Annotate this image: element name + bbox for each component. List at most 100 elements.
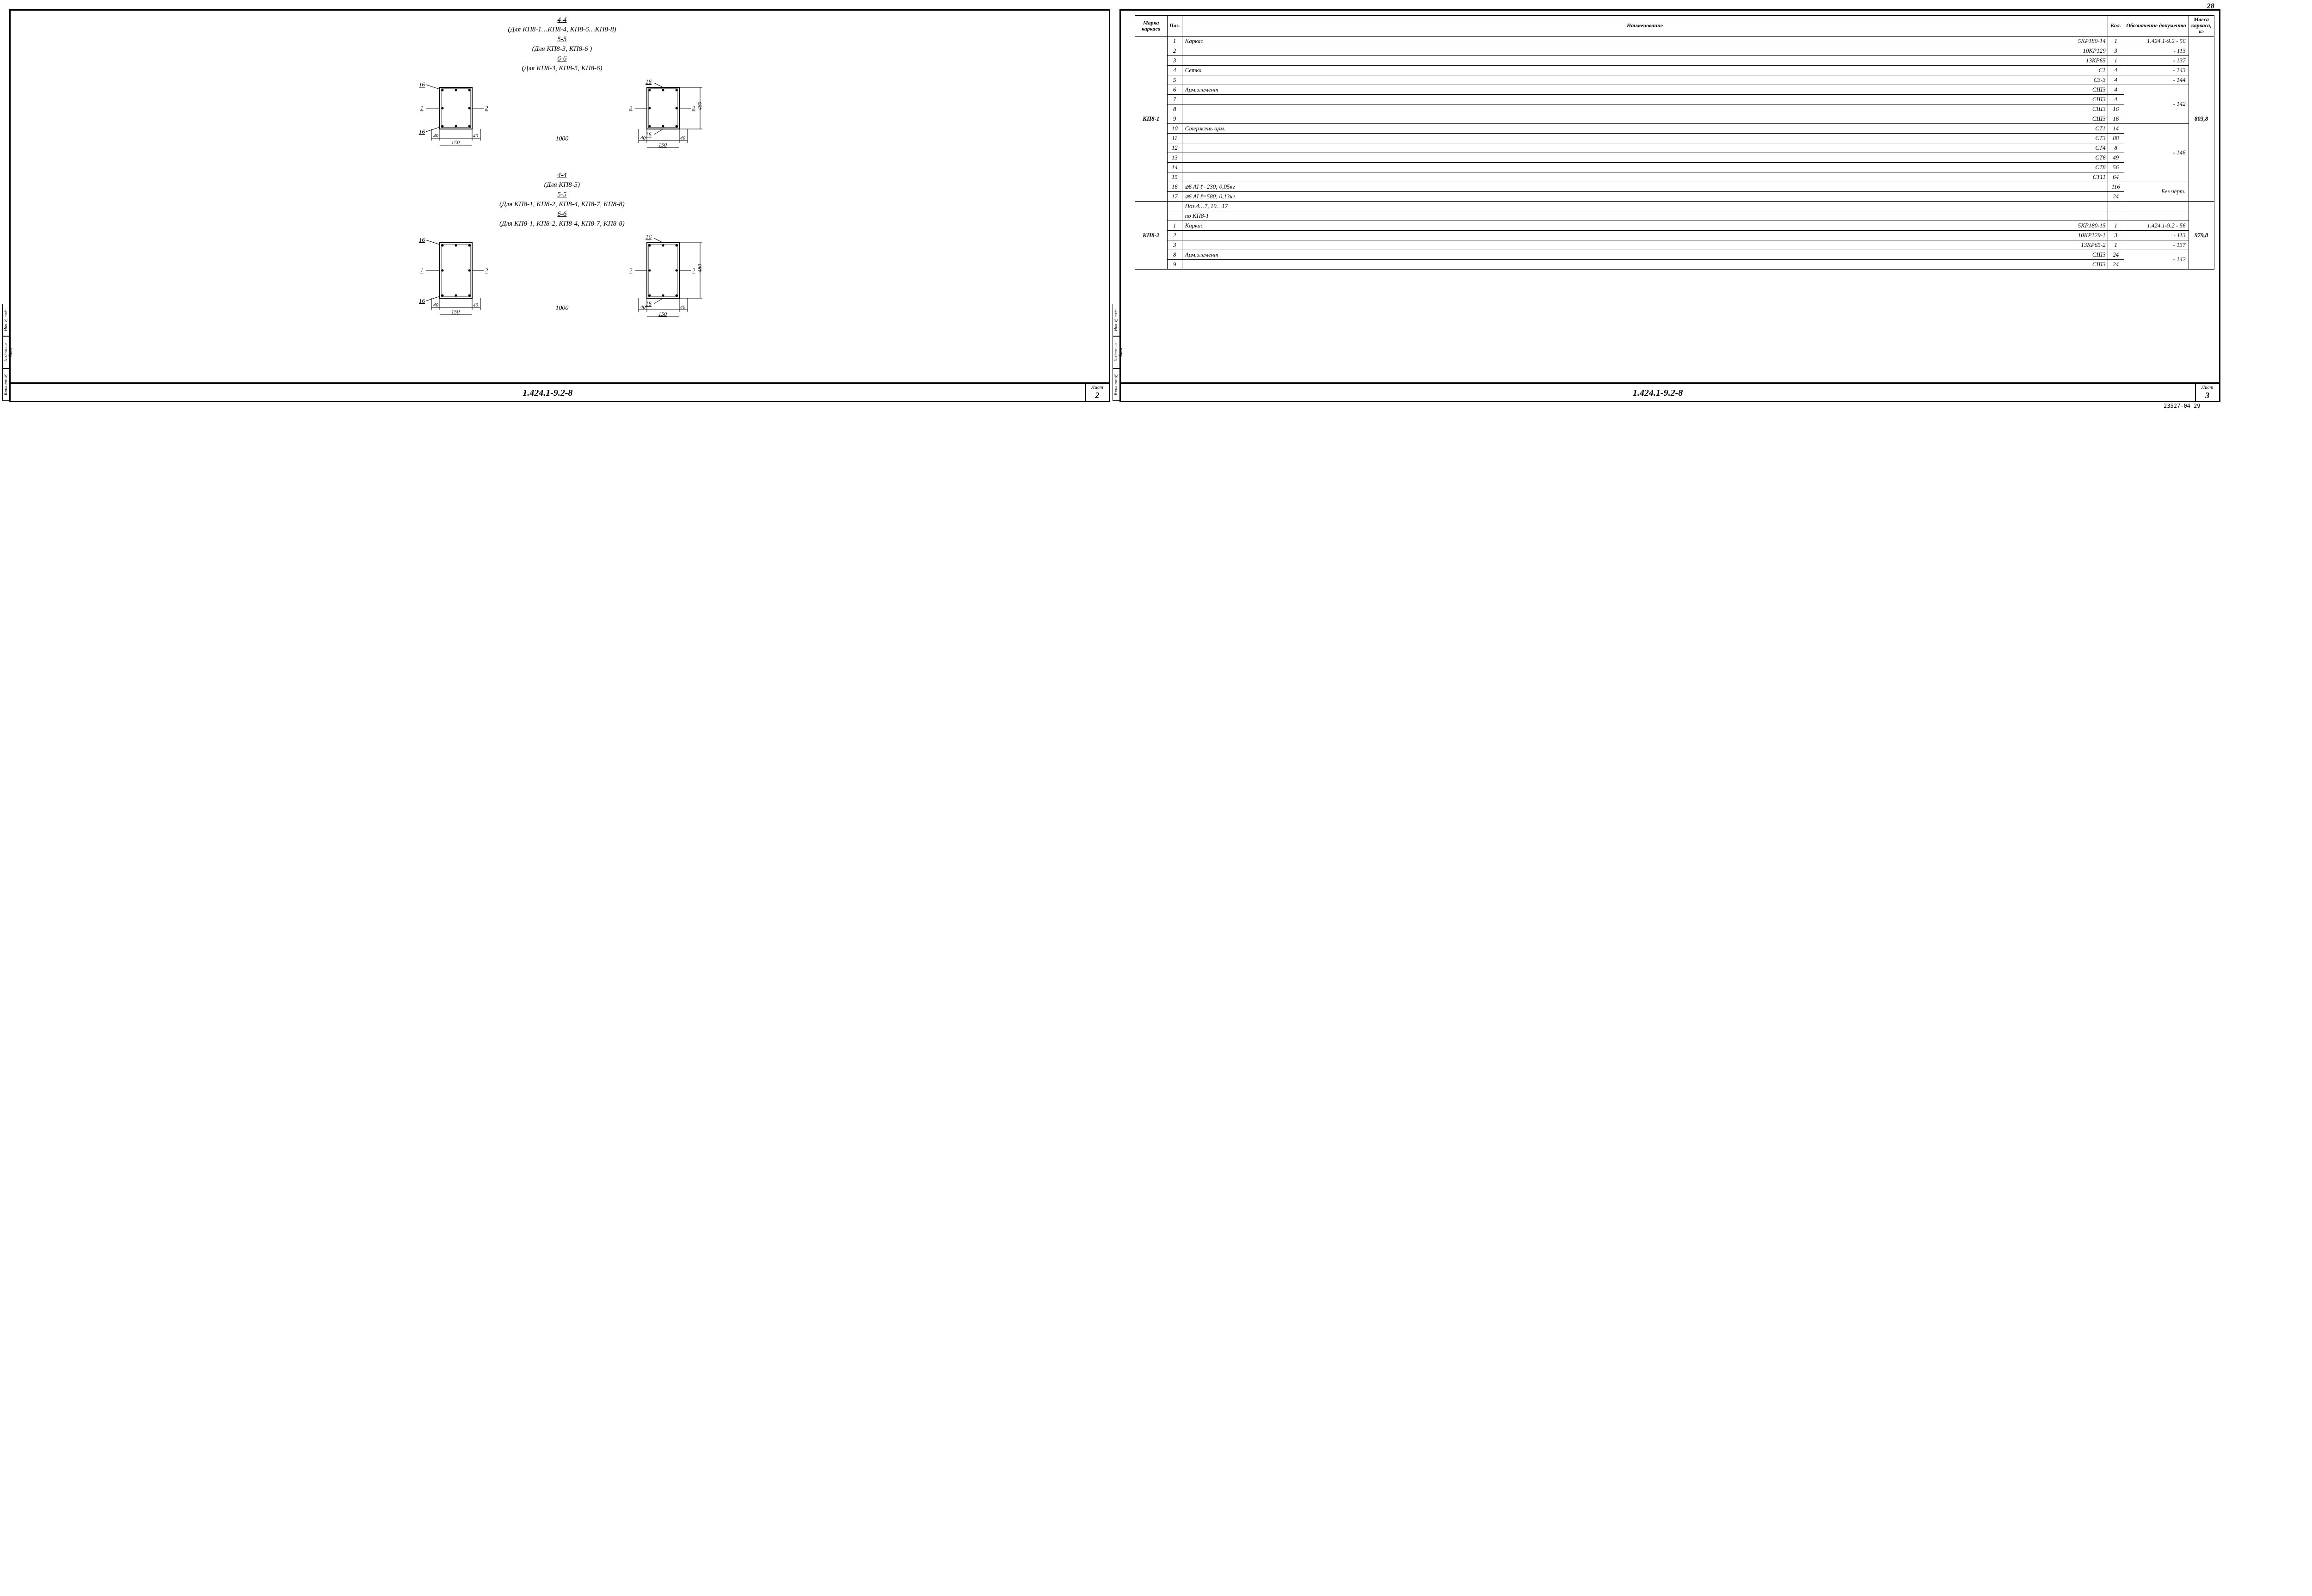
svg-text:2: 2 [485, 104, 488, 111]
cell-name: СШ3 [1182, 94, 2108, 104]
table-row: 9СШ316 [1135, 114, 2214, 123]
title-block-right: 1.424.1-9.2-8 Лист 3 [1121, 382, 2219, 401]
table-row: 313КР651- 137 [1135, 55, 2214, 65]
cell-name: ⌀6 AI ℓ=580; 0,13кг [1182, 191, 2108, 201]
section-note: (Для КП8-3, КП8-5, КП8-6) [522, 65, 602, 72]
cell-kol: 1 [2108, 221, 2124, 230]
cell-name: 13КР65-2 [1182, 240, 2108, 250]
footer-code: 23527-04 29 [2164, 403, 2200, 409]
cell-poz [1167, 211, 1182, 221]
cell-name: СТ4 [1182, 143, 2108, 153]
cell-poz: 1 [1167, 36, 1182, 46]
th-marka: Марка каркаса [1135, 16, 1167, 37]
sheet-box: Лист 2 [1086, 384, 1109, 401]
cell-poz: 9 [1167, 114, 1182, 123]
cell-marka: КП8-2 [1135, 201, 1167, 269]
cell-name: Арм.элементСШ3 [1182, 85, 2108, 94]
cell-kol: 88 [2108, 133, 2124, 143]
cell-poz: 2 [1167, 230, 1182, 240]
section-key: 6-6 [554, 209, 569, 219]
section-titles-1: 4-4 (Для КП8-1…КП8-4, КП8-6…КП8-8) 5-5 (… [20, 15, 1104, 74]
cell-name: Арм.элементСШ3 [1182, 250, 2108, 259]
cell-kol: 1 [2108, 36, 2124, 46]
svg-text:40: 40 [473, 133, 479, 139]
table-row: 4СеткаС14- 143 [1135, 65, 2214, 75]
cell-poz: 9 [1167, 259, 1182, 269]
section-note: (Для КП8-1…КП8-4, КП8-6…КП8-8) [508, 26, 616, 33]
table-row: КП8-11Каркас5КР180-1411.424.1-9.2 - 5680… [1135, 36, 2214, 46]
cross-section-diagram: 16 1 16 2 40 40 150 [407, 78, 500, 157]
cell-kol [2108, 211, 2124, 221]
cell-poz: 16 [1167, 182, 1182, 191]
cell-poz: 8 [1167, 250, 1182, 259]
specification-table: Марка каркаса Поз. Наименование Кол. Обо… [1135, 15, 2214, 270]
svg-text:16: 16 [419, 297, 425, 304]
cell-poz: 14 [1167, 162, 1182, 172]
svg-text:480: 480 [696, 102, 703, 110]
table-row: 313КР65-21- 137 [1135, 240, 2214, 250]
section-key: 4-4 [554, 171, 569, 180]
side-tab: Взам.инв.№ [2, 368, 11, 401]
svg-text:150: 150 [658, 141, 667, 148]
table-row: 8СШ316 [1135, 104, 2214, 114]
cell-name: СТ6 [1182, 153, 2108, 162]
section-key: 4-4 [554, 15, 569, 25]
cell-doc: - 113 [2124, 230, 2189, 240]
cell-doc: - 113 [2124, 46, 2189, 55]
sheet-num: 3 [2205, 391, 2209, 400]
page-number-top: 28 [2207, 2, 2214, 11]
cell-kol: 49 [2108, 153, 2124, 162]
title-block-left: 1.424.1-9.2-8 Лист 2 [11, 382, 1109, 401]
section-svg: 2 2 16 16 480 40 40 150 [624, 78, 716, 157]
cell-kol: 3 [2108, 46, 2124, 55]
cell-kol: 4 [2108, 65, 2124, 75]
cell-marka: КП8-1 [1135, 36, 1167, 201]
section-key: 5-5 [554, 35, 569, 44]
cross-section-diagram: 2 2 16 16 480 40 40 150 [624, 233, 716, 326]
dim-1000: 1000 [555, 305, 568, 326]
cell-poz: 10 [1167, 123, 1182, 133]
cell-poz: 12 [1167, 143, 1182, 153]
cell-poz: 15 [1167, 172, 1182, 182]
sheet-label: Лист [2201, 385, 2214, 390]
table-row: 17⌀6 AI ℓ=580; 0,13кг24 [1135, 191, 2214, 201]
cross-section-diagram: 16 1 16 2 40 40 150 [407, 233, 500, 326]
side-tab: Взам.инв.№ [1113, 368, 1121, 401]
th-doc: Обозначение документа [2124, 16, 2189, 37]
svg-text:2: 2 [629, 104, 633, 111]
section-note: (Для КП8-1, КП8-2, КП8-4, КП8-7, КП8-8) [499, 201, 625, 208]
table-row: 210КР1293- 113 [1135, 46, 2214, 55]
cell-poz: 7 [1167, 94, 1182, 104]
table-row: 11СТ388 [1135, 133, 2214, 143]
cell-doc: - 142 [2124, 85, 2189, 123]
svg-text:40: 40 [433, 302, 439, 308]
cell-name: СТ8 [1182, 162, 2108, 172]
svg-text:150: 150 [451, 139, 460, 146]
drawing-page-left: Взам.инв.№ Подпись и дата Инв.№ подл. 4-… [9, 9, 1110, 402]
cell-name: СШ3 [1182, 104, 2108, 114]
svg-text:2: 2 [629, 267, 633, 274]
cell-poz: 13 [1167, 153, 1182, 162]
table-header-row: Марка каркаса Поз. Наименование Кол. Обо… [1135, 16, 2214, 37]
table-row: 6Арм.элементСШ34- 142 [1135, 85, 2214, 94]
cell-poz: 2 [1167, 46, 1182, 55]
section-note: (Для КП8-3, КП8-6 ) [532, 45, 592, 53]
svg-text:1: 1 [420, 267, 424, 274]
svg-text:16: 16 [419, 236, 425, 243]
th-poz: Поз. [1167, 16, 1182, 37]
table-row: 13СТ649 [1135, 153, 2214, 162]
table-row: 14СТ856 [1135, 162, 2214, 172]
section-key: 6-6 [554, 54, 569, 64]
svg-text:40: 40 [433, 133, 439, 139]
cell-kol: 116 [2108, 182, 2124, 191]
table-row: 8Арм.элементСШ324- 142 [1135, 250, 2214, 259]
cell-name: Поз.4…7, 10…17 [1182, 201, 2108, 211]
doc-code: 1.424.1-9.2-8 [11, 384, 1086, 401]
cell-name: СеткаС1 [1182, 65, 2108, 75]
svg-text:1: 1 [420, 104, 424, 111]
cell-kol: 16 [2108, 114, 2124, 123]
cell-doc [2124, 211, 2189, 221]
table-row: 210КР129-13- 113 [1135, 230, 2214, 240]
table-row: 16⌀6 AI ℓ=230; 0,05кг116Без черт. [1135, 182, 2214, 191]
cell-kol: 56 [2108, 162, 2124, 172]
